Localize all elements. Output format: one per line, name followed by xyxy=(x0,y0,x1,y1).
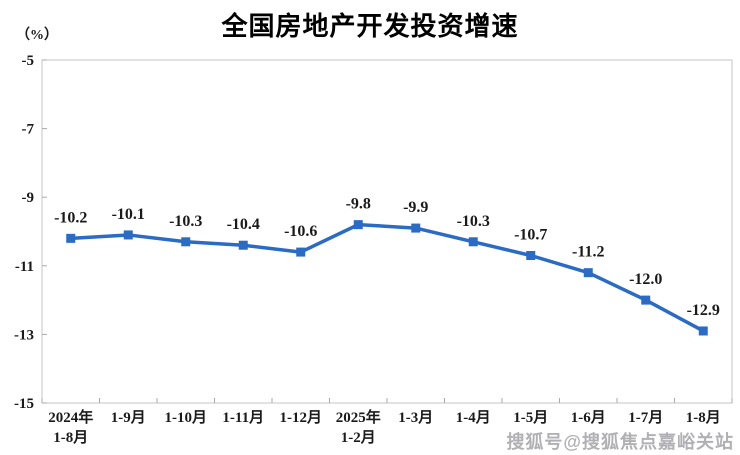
x-tick-label: 1-10月 xyxy=(165,409,208,426)
y-tick-label: -13 xyxy=(14,327,34,343)
data-label: -10.7 xyxy=(514,227,547,244)
data-label: -10.6 xyxy=(284,223,317,240)
data-label: -12.0 xyxy=(629,271,662,288)
plot-border xyxy=(41,59,733,404)
data-label: -10.4 xyxy=(227,216,260,233)
data-label: -10.2 xyxy=(54,209,87,226)
data-label: -10.1 xyxy=(112,206,145,223)
chart-title: 全国房地产开发投资增速 xyxy=(221,11,519,41)
data-label: -9.8 xyxy=(346,196,371,213)
data-point-marker xyxy=(526,251,536,261)
data-label: -10.3 xyxy=(457,213,490,230)
data-point-marker xyxy=(238,240,248,250)
x-tick-label: 1-6月 xyxy=(571,409,606,426)
data-point-marker xyxy=(641,295,651,305)
data-label: -11.2 xyxy=(572,244,604,261)
x-tick-label: 1-8月 xyxy=(686,409,721,426)
data-point-marker xyxy=(468,237,478,247)
y-tick-label: -15 xyxy=(14,396,34,412)
y-tick-label: -5 xyxy=(22,53,35,69)
x-tick-label: 1-7月 xyxy=(628,409,663,426)
x-tick-label: 2025年 xyxy=(336,408,381,426)
x-tick-label: 1-9月 xyxy=(111,409,146,426)
y-tick-label: -9 xyxy=(22,190,35,206)
data-point-marker xyxy=(353,220,363,230)
data-point-marker xyxy=(698,326,708,336)
data-label: -9.9 xyxy=(403,199,428,216)
x-tick-label: 1-4月 xyxy=(456,409,491,426)
y-tick-label: -11 xyxy=(15,259,34,275)
data-point-marker xyxy=(66,233,76,243)
data-point-marker xyxy=(583,268,593,278)
x-tick-label: 1-12月 xyxy=(280,409,323,426)
data-point-marker xyxy=(181,237,191,247)
data-point-marker xyxy=(411,223,421,233)
watermark: 搜狐号@搜狐焦点嘉峪关站 xyxy=(506,432,734,452)
y-axis-unit-label: （%） xyxy=(16,28,58,43)
y-tick-label: -7 xyxy=(22,122,35,138)
x-tick-label: 1-2月 xyxy=(341,429,376,446)
x-tick-label: 1-11月 xyxy=(222,409,264,426)
x-tick-label: 1-5月 xyxy=(513,409,548,426)
x-tick-label: 1-8月 xyxy=(53,429,88,446)
data-point-marker xyxy=(123,230,133,240)
x-tick-label: 2024年 xyxy=(48,408,93,426)
data-label: -12.9 xyxy=(687,302,720,319)
trend-line xyxy=(69,222,705,333)
data-label: -10.3 xyxy=(169,213,202,230)
data-point-marker xyxy=(296,247,306,257)
x-tick-label: 1-3月 xyxy=(398,409,433,426)
